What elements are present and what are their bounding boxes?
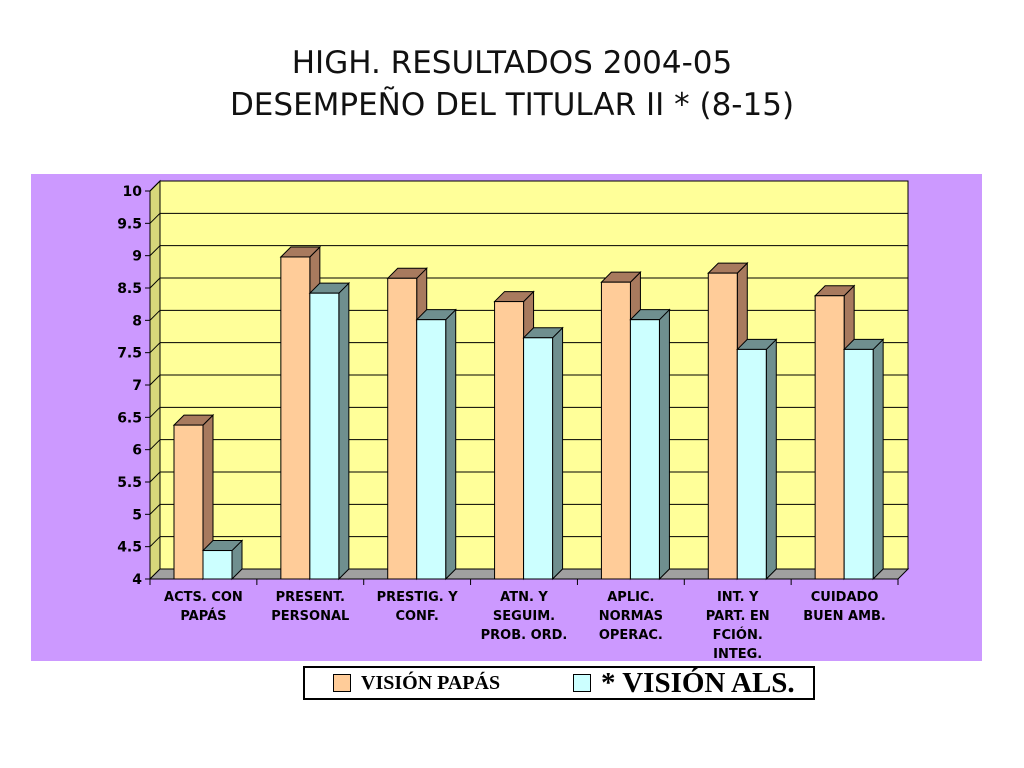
y-tick-label: 6.5 [117, 410, 142, 426]
bar [280, 256, 311, 580]
bar [309, 292, 340, 580]
y-tick-label: 10 [123, 184, 143, 200]
bar [843, 348, 874, 580]
bar [416, 319, 447, 580]
y-tick-label: 8.5 [117, 281, 142, 297]
bar-chart: 4 4.5 5 5.5 6 6.5 7 7.5 8 8.5 9 9.5 10 ACTS. CON PAPÁS… [117, 179, 910, 661]
bar-side [445, 308, 457, 581]
x-tick-label: ATN. Y SEGUIM. PROB. ORD. [481, 590, 568, 643]
bar [629, 319, 660, 580]
gridline-side [149, 309, 161, 321]
bar-side [338, 281, 350, 581]
legend-swatch-series-2 [573, 674, 591, 692]
x-tick-label: PRESENT. PERSONAL [271, 590, 349, 624]
bar [202, 550, 233, 580]
legend-label-series-1: VISIÓN PAPÁS [361, 671, 501, 694]
gridline-side [149, 439, 161, 451]
gridline-side [149, 342, 161, 354]
bar [736, 348, 767, 580]
gridline-side [149, 406, 161, 418]
bar [173, 424, 204, 580]
y-tick-label: 9 [132, 249, 142, 265]
bar [494, 301, 525, 580]
y-tick-label: 6 [132, 443, 142, 459]
x-tick-label: CUIDADO BUEN AMB. [803, 590, 886, 624]
gridline-side [149, 471, 161, 483]
legend-item-series-1: VISIÓN PAPÁS [333, 668, 500, 698]
y-tick-label: 7 [132, 378, 142, 394]
bar-side [552, 326, 564, 581]
y-tick-label: 9.5 [117, 216, 142, 232]
chart-legend: VISIÓN PAPÁS * VISIÓN ALS. [303, 666, 815, 700]
x-tick-label: APLIC. NORMAS OPERAC. [599, 590, 663, 643]
gridline-side [149, 180, 161, 192]
legend-swatch-series-1 [333, 674, 351, 692]
bar-side [765, 338, 777, 581]
y-tick-label: 4.5 [117, 540, 142, 556]
chart-title-line-1: HIGH. RESULTADOS 2004-05 [291, 45, 733, 81]
chart-title-line-2: DESEMPEÑO DEL TITULAR II * (8-15) [229, 87, 795, 123]
x-tick-label: ACTS. CON PAPÁS [164, 590, 243, 624]
y-tick-label: 8 [132, 313, 142, 329]
gridline-side [149, 503, 161, 515]
bar-side [872, 338, 884, 581]
x-tick-label: PRESTIG. Y CONF. [377, 590, 459, 624]
x-tick-label: INT. Y PART. EN FCIÓN. INTEG. [706, 590, 770, 661]
y-tick-label: 7.5 [117, 346, 142, 362]
gridline-side [149, 374, 161, 386]
gridline-side [149, 536, 161, 548]
legend-label-series-2: * VISIÓN ALS. [601, 666, 795, 699]
gridline-side [149, 277, 161, 289]
bar [523, 337, 554, 580]
bar [707, 272, 738, 580]
chart-panel: 4 4.5 5 5.5 6 6.5 7 7.5 8 8.5 9 9.5 10 ACTS. CON PAPÁS… [31, 174, 982, 661]
y-tick-label: 4 [132, 572, 142, 588]
y-tick-label: 5 [132, 507, 142, 523]
y-tick-label: 5.5 [117, 475, 142, 491]
bar [600, 281, 631, 580]
gridline-side [149, 212, 161, 224]
legend-item-series-2: * VISIÓN ALS. [573, 666, 795, 699]
gridline-side [149, 245, 161, 257]
bar [387, 277, 418, 580]
bar-side [658, 308, 670, 581]
bar [814, 295, 845, 580]
